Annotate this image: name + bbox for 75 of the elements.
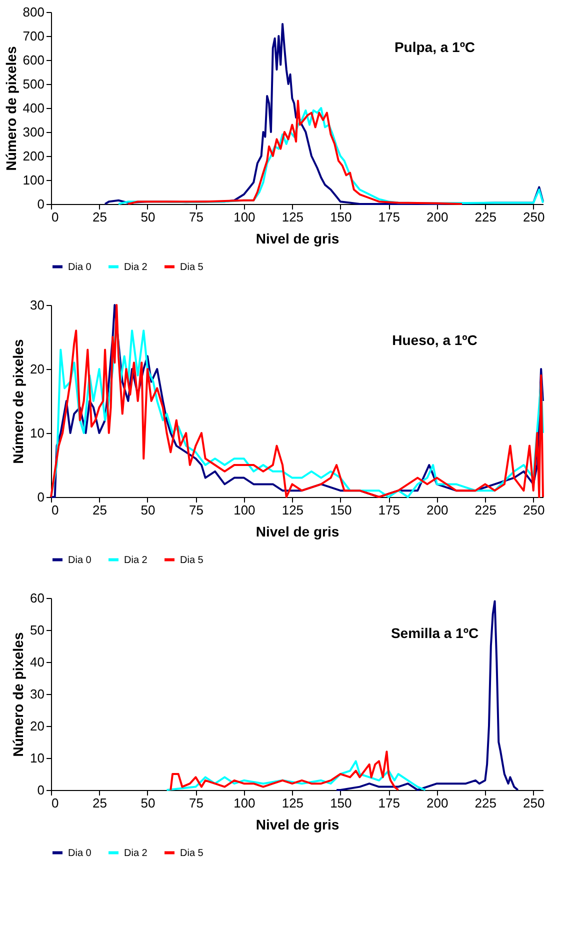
x-tick-label: 100	[234, 502, 256, 518]
legend-label: Dia 2	[124, 848, 148, 859]
x-tick-label: 150	[330, 210, 352, 224]
x-tick-label: 225	[474, 796, 496, 810]
x-tick-label: 225	[474, 210, 496, 224]
line-series	[166, 760, 426, 791]
line-series	[127, 100, 463, 205]
x-tick-label: 150	[330, 502, 352, 518]
x-tick-label: 125	[282, 796, 304, 810]
x-tick-label: 150	[330, 796, 352, 810]
y-tick-label: 0	[37, 490, 44, 504]
x-tick-label: 100	[234, 210, 256, 224]
y-tick-label: 30	[30, 686, 44, 702]
x-tick-label: 250	[523, 502, 545, 518]
x-tick-label: 175	[378, 210, 400, 224]
x-tick-label: 75	[188, 210, 204, 224]
y-axis-title: Número de pixeles	[10, 632, 26, 757]
line-series	[170, 750, 400, 791]
annotation: Pulpa, a 1ºC	[394, 39, 476, 55]
x-tick-label: 50	[140, 796, 156, 810]
legend-label: Dia 2	[124, 554, 148, 566]
legend-label: Dia 0	[68, 554, 92, 566]
x-tick-label: 200	[426, 210, 448, 224]
y-tick-label: 10	[30, 750, 44, 766]
x-tick-label: 200	[426, 796, 448, 810]
x-axis-title: Nivel de gris	[256, 230, 340, 246]
legend-label: Dia 0	[68, 848, 92, 859]
x-tick-label: 50	[140, 502, 156, 518]
y-tick-label: 40	[30, 654, 44, 670]
y-tick-label: 300	[22, 124, 44, 140]
y-tick-label: 500	[22, 76, 44, 92]
x-tick-label: 0	[52, 796, 59, 810]
y-tick-label: 0	[37, 782, 44, 798]
legend-label: Dia 2	[124, 262, 148, 273]
y-tick-label: 800	[22, 4, 44, 20]
x-tick-label: 75	[188, 502, 204, 518]
legend-label: Dia 0	[68, 262, 92, 273]
x-tick-label: 50	[140, 210, 156, 224]
legend-label: Dia 5	[180, 554, 204, 566]
y-tick-label: 20	[30, 362, 44, 376]
y-tick-label: 0	[37, 196, 44, 212]
y-tick-label: 400	[22, 100, 44, 116]
x-tick-label: 25	[92, 210, 107, 224]
x-tick-label: 125	[282, 502, 304, 518]
y-axis-title: Número de pixeles	[2, 46, 19, 171]
legend-label: Dia 5	[180, 848, 204, 859]
x-tick-label: 100	[234, 796, 256, 810]
annotation: Hueso, a 1ºC	[392, 332, 478, 348]
annotation: Semilla a 1ºC	[390, 625, 479, 641]
y-axis-title: Número de pixeles	[10, 339, 26, 464]
x-tick-label: 225	[474, 502, 496, 518]
x-axis-title: Nivel de gris	[256, 524, 340, 540]
y-tick-label: 600	[22, 52, 44, 68]
y-tick-label: 50	[30, 622, 44, 638]
y-tick-label: 60	[30, 590, 44, 606]
y-tick-label: 200	[22, 148, 44, 164]
y-tick-label: 20	[30, 718, 44, 734]
x-tick-label: 0	[52, 502, 59, 518]
x-tick-label: 200	[426, 502, 448, 518]
legend-label: Dia 5	[180, 262, 204, 273]
x-tick-label: 25	[92, 796, 107, 810]
y-tick-label: 100	[22, 172, 44, 188]
x-axis-title: Nivel de gris	[256, 816, 340, 832]
x-tick-label: 175	[378, 796, 400, 810]
line-series	[336, 600, 519, 791]
x-tick-label: 125	[282, 210, 304, 224]
x-tick-label: 175	[378, 502, 400, 518]
y-tick-label: 30	[30, 298, 44, 312]
y-tick-label: 10	[30, 426, 44, 440]
x-tick-label: 25	[92, 502, 107, 518]
x-tick-label: 0	[52, 210, 59, 224]
x-tick-label: 75	[188, 796, 204, 810]
y-tick-label: 700	[22, 28, 44, 44]
x-tick-label: 250	[523, 210, 545, 224]
x-tick-label: 250	[523, 796, 545, 810]
